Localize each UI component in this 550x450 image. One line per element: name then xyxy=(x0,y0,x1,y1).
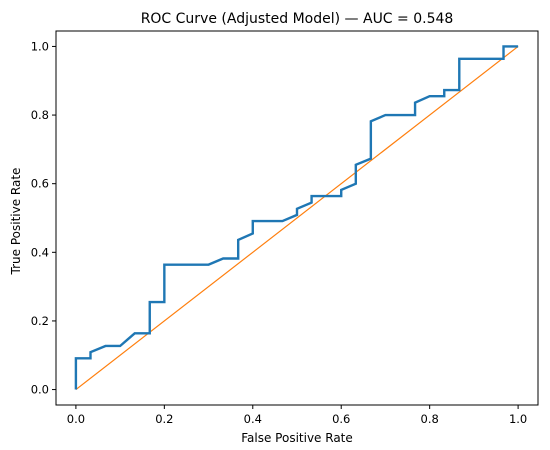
y-tick-label: 0.0 xyxy=(31,383,49,397)
roc-curve-line xyxy=(74,45,519,390)
y-tick-label: 0.8 xyxy=(31,108,49,122)
x-tick-label: 0.0 xyxy=(67,412,85,426)
x-axis: 0.0 0.2 0.4 0.6 0.8 1.0 xyxy=(67,405,527,426)
chance-diagonal-line xyxy=(75,45,519,391)
x-tick-label: 0.2 xyxy=(155,412,173,426)
x-axis-label: False Positive Rate xyxy=(241,431,353,445)
y-tick-label: 0.6 xyxy=(31,177,49,191)
y-tick-label: 1.0 xyxy=(31,39,49,53)
plot-frame xyxy=(55,30,539,406)
plot-area xyxy=(74,45,519,391)
chart-title: ROC Curve (Adjusted Model) — AUC = 0.548 xyxy=(141,11,454,27)
y-axis-label: True Positive Rate xyxy=(9,168,23,276)
x-tick-label: 1.0 xyxy=(509,412,527,426)
y-tick-label: 0.4 xyxy=(31,245,49,259)
x-tick-label: 0.6 xyxy=(332,412,350,426)
y-tick-label: 0.2 xyxy=(31,314,49,328)
y-axis: 0.0 0.2 0.4 0.6 0.8 1.0 xyxy=(31,39,56,397)
x-tick-label: 0.8 xyxy=(421,412,439,426)
x-tick-label: 0.4 xyxy=(244,412,262,426)
